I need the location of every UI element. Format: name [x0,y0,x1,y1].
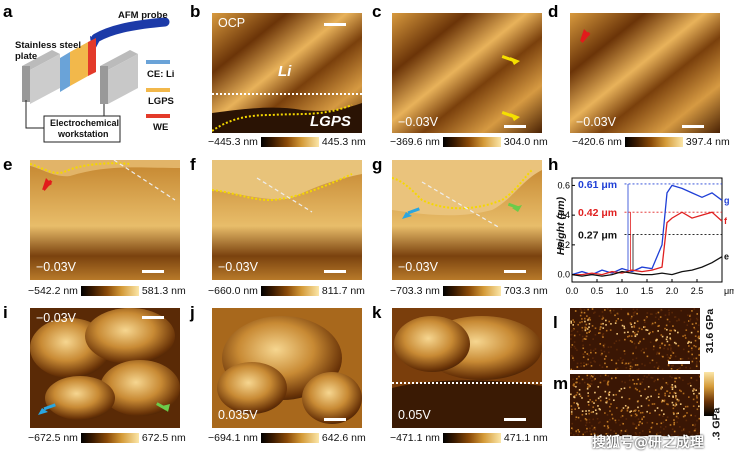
x-tick-label: 0.0 [566,286,579,296]
scale-bar-k [504,418,526,421]
modulus-map-m [570,374,700,436]
height-profile-chart: 0.61 μm 0.42 μm 0.27 μm g f e 0.0 0.5 1.0 1.5 2.0 2… [548,160,734,305]
stainless-label-1: Stainless steel [15,40,82,51]
schematic-panel: AFM probe Stainless steel plate CE: Li L… [0,0,190,150]
panel-label-i: i [3,303,8,322]
workstation-label-2: workstation [58,129,109,139]
region-lgps-label: LGPS [310,113,351,130]
colorbar-g: −703.3 nm 703.3 nm [390,285,548,297]
colorbar-j: −694.1 nm 642.6 nm [208,432,366,444]
panel-label-k: k [372,303,382,322]
scale-bar-c [504,125,526,128]
x-tick-label: 1.5 [641,286,654,296]
region-li-label: Li [278,63,292,80]
voltage-label-g: −0.03V [398,260,438,274]
chart-ylabel: Height (μm) [555,196,567,256]
afm-image-e: −0.03V [30,160,180,280]
panel-label-j: j [190,303,195,322]
series-line-e [571,256,723,277]
afm-image-d: −0.03V [570,13,720,133]
afm-image-g: −0.03V [392,160,542,280]
watermark: 搜狐号@研之成理 [592,435,704,451]
modulus-cmin: .3 GPa [710,407,723,441]
colorbar-c: −369.6 nm 304.0 nm [390,136,548,148]
annotation-label: 0.27 μm [578,229,617,241]
panel-label-l: l [553,313,558,332]
legend-we: WE [153,122,169,133]
annotation-label: 0.42 μm [578,207,617,219]
y-tick-label: 0.6 [557,180,570,190]
series-line-g [571,184,723,276]
schematic-drawing [22,17,170,143]
x-tick-label: 2.5 [691,286,704,296]
modulus-cmax: 31.6 GPa [704,308,717,354]
afm-image-c: −0.03V [392,13,542,133]
series-label-e: e [724,252,729,262]
scale-bar-i [142,316,164,319]
panel-label-c: c [372,2,382,21]
modulus-colorbar [704,372,714,416]
afm-image-j: 0.035V [212,308,362,428]
x-axis-unit: μm [724,286,734,296]
series-label-g: g [724,195,730,205]
voltage-label-j: 0.035V [218,408,258,422]
scale-bar-l [668,361,690,364]
afm-image-f: −0.03V [212,160,362,280]
scale-bar-b [324,23,346,26]
colorbar-k: −471.1 nm 471.1 nm [390,432,548,444]
legend-ce-li: CE: Li [147,69,175,80]
y-tick-label: 0.2 [557,240,570,250]
afm-image-b: OCP Li LGPS [212,13,362,133]
colorbar-f: −660.0 nm 811.7 nm [208,285,365,297]
panel-label-h: h [548,155,559,174]
voltage-label-f: −0.03V [218,260,258,274]
panel-label-g: g [372,155,383,174]
chart-svg: 0.61 μm 0.42 μm 0.27 μm g f e 0.0 0.5 1.0 1.5 2.0 2… [557,177,734,296]
legend-lgps: LGPS [148,96,174,107]
panel-label-e: e [3,155,13,174]
x-tick-label: 1.0 [616,286,629,296]
voltage-label-d: −0.03V [576,115,616,129]
colorbar-d: −420.6 nm 397.4 nm [572,136,730,148]
series-label-f: f [724,216,728,226]
scale-bar-j [324,418,346,421]
workstation-label-1: Electrochemical [50,118,120,128]
afm-image-k: 0.05V [392,308,542,428]
y-tick-label: 0.4 [557,210,570,220]
x-tick-label: 0.5 [591,286,604,296]
scale-bar-g [504,270,526,273]
stainless-label-2: plate [15,51,38,62]
voltage-label-e: −0.03V [36,260,76,274]
voltage-label-b: OCP [218,16,246,30]
afm-probe-label: AFM probe [118,10,168,21]
colorbar-b: −445.3 nm 445.3 nm [208,136,366,148]
afm-image-i: −0.03V [30,308,180,428]
panel-label-m: m [553,374,569,393]
scale-bar-e [142,270,164,273]
modulus-map-l [570,308,700,370]
colorbar-i: −672.5 nm 672.5 nm [28,432,186,444]
voltage-label-i: −0.03V [36,311,76,325]
panel-label-a: a [3,2,13,21]
series-line-f [572,211,723,276]
voltage-label-c: −0.03V [398,115,438,129]
y-tick-label: 0.0 [557,270,570,280]
colorbar-e: −542.2 nm 581.3 nm [28,285,186,297]
panel-label-d: d [548,2,559,21]
annotation-label: 0.61 μm [578,179,617,191]
scale-bar-f [324,270,346,273]
voltage-label-k: 0.05V [398,408,431,422]
scale-bar-d [682,125,704,128]
panel-label-b: b [190,2,201,21]
panel-label-f: f [190,155,196,174]
x-tick-label: 2.0 [666,286,679,296]
